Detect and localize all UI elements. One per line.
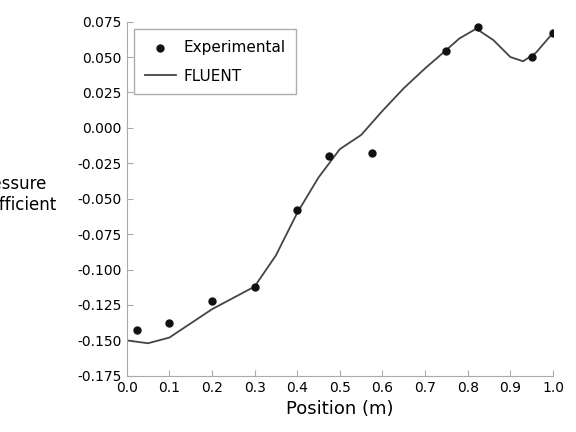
FLUENT	[251, 284, 258, 289]
Legend: Experimental, FLUENT: Experimental, FLUENT	[134, 29, 296, 94]
FLUENT	[123, 338, 130, 343]
Experimental	[132, 327, 142, 334]
Text: Pressure
Coefficient: Pressure Coefficient	[0, 175, 56, 214]
FLUENT	[294, 210, 301, 216]
FLUENT	[532, 50, 539, 55]
FLUENT	[379, 108, 386, 114]
Experimental	[548, 29, 558, 36]
FLUENT	[422, 66, 429, 71]
FLUENT	[209, 307, 215, 312]
FLUENT	[315, 175, 322, 180]
FLUENT	[443, 48, 450, 53]
Line: FLUENT: FLUENT	[127, 29, 553, 343]
Experimental	[165, 320, 174, 327]
FLUENT	[187, 321, 194, 326]
FLUENT	[520, 59, 526, 64]
FLUENT	[166, 335, 173, 340]
Experimental	[527, 54, 536, 60]
FLUENT	[358, 132, 365, 137]
Experimental	[293, 206, 302, 213]
FLUENT	[336, 146, 343, 152]
Experimental	[324, 153, 334, 160]
FLUENT	[550, 30, 556, 35]
FLUENT	[507, 54, 514, 60]
FLUENT	[400, 86, 407, 91]
FLUENT	[490, 38, 497, 43]
Experimental	[442, 48, 451, 55]
FLUENT	[145, 341, 151, 346]
FLUENT	[456, 36, 463, 41]
FLUENT	[272, 253, 279, 258]
Experimental	[250, 283, 259, 290]
Experimental	[367, 150, 377, 157]
X-axis label: Position (m): Position (m)	[286, 400, 393, 418]
FLUENT	[473, 26, 480, 31]
Experimental	[207, 297, 217, 304]
Experimental	[473, 24, 483, 31]
FLUENT	[230, 295, 237, 301]
